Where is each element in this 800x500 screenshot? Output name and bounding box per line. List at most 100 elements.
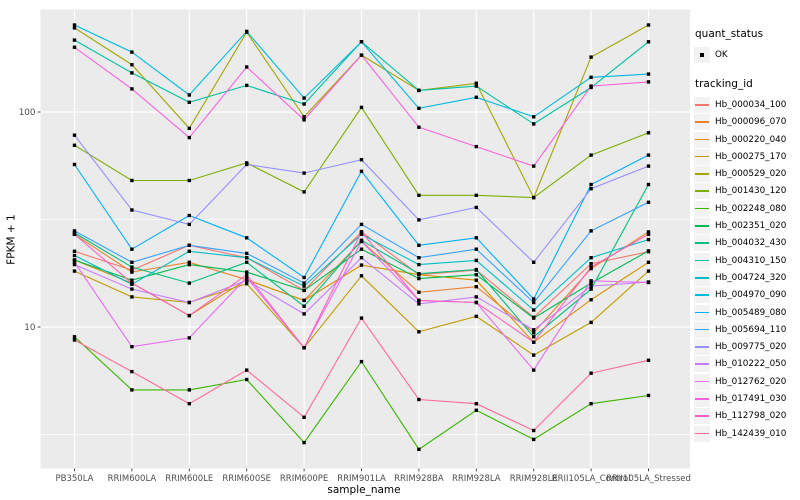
legend-key-line-icon bbox=[694, 148, 710, 165]
data-point bbox=[474, 84, 478, 88]
data-point bbox=[187, 281, 191, 285]
data-point bbox=[646, 153, 651, 157]
legend-key-line-icon bbox=[694, 408, 710, 425]
legend-entry-Hb_000034_100: Hb_000034_100 bbox=[694, 96, 800, 113]
y-tick-label: 10 bbox=[24, 323, 36, 333]
series-points-Hb_009775_020 bbox=[72, 133, 651, 264]
x-tick-label: RRIM600SE bbox=[222, 474, 271, 484]
data-point bbox=[72, 260, 77, 264]
data-point bbox=[532, 195, 536, 200]
legend-key-line-icon bbox=[694, 287, 710, 304]
legend-entry-label: Hb_000034_100 bbox=[715, 99, 787, 110]
data-point bbox=[417, 298, 421, 303]
data-point bbox=[72, 253, 77, 258]
data-point bbox=[646, 232, 651, 236]
x-tick-label: RRIM928LA bbox=[452, 474, 501, 484]
data-point bbox=[245, 29, 249, 34]
series-points-Hb_004970_090 bbox=[72, 23, 651, 119]
data-point bbox=[417, 193, 421, 197]
data-point bbox=[589, 75, 593, 79]
data-point bbox=[417, 302, 421, 306]
x-tick-label: RRII105LA_Control bbox=[552, 474, 631, 484]
data-point bbox=[646, 280, 651, 285]
data-point bbox=[589, 298, 593, 302]
data-point bbox=[474, 258, 478, 263]
legend-key-line-icon bbox=[694, 200, 710, 217]
legend-entries: Hb_000034_100 Hb_000096_070 Hb_000220_040 H… bbox=[694, 96, 800, 442]
data-point bbox=[589, 229, 593, 233]
data-point bbox=[130, 270, 134, 274]
data-point bbox=[532, 308, 536, 312]
data-point bbox=[589, 84, 593, 88]
data-point bbox=[474, 81, 478, 85]
legend-entry-Hb_005489_080: Hb_005489_080 bbox=[694, 304, 800, 321]
data-point bbox=[130, 178, 134, 183]
x-tick-label: PB350LA bbox=[56, 474, 94, 484]
series-points-Hb_142439_010 bbox=[72, 316, 651, 433]
x-tick-label: RRIM901LA bbox=[337, 474, 386, 484]
legend-entry-Hb_000529_020: Hb_000529_020 bbox=[694, 165, 800, 183]
data-point bbox=[302, 298, 306, 303]
data-point bbox=[646, 269, 651, 273]
data-point bbox=[187, 178, 191, 183]
data-point bbox=[187, 222, 191, 227]
data-point bbox=[474, 285, 478, 289]
data-point bbox=[532, 300, 536, 305]
legend-entry-Hb_017491_030: Hb_017491_030 bbox=[694, 390, 800, 407]
data-point bbox=[532, 428, 536, 433]
legend-entry-Hb_012762_020: Hb_012762_020 bbox=[694, 373, 800, 390]
x-tick-label: RRIM928LE bbox=[510, 474, 558, 484]
data-point bbox=[302, 115, 306, 119]
data-point bbox=[646, 358, 651, 362]
x-tick-label: RRIM600PE bbox=[280, 474, 328, 484]
data-point bbox=[589, 153, 593, 157]
data-point bbox=[532, 328, 536, 332]
data-point bbox=[72, 133, 77, 137]
data-point bbox=[474, 402, 478, 406]
data-point bbox=[302, 275, 306, 280]
data-point bbox=[302, 102, 306, 106]
legend-entry-label: Hb_112798_020 bbox=[715, 411, 787, 422]
data-point bbox=[130, 71, 134, 75]
legend-entry-Hb_010222_050: Hb_010222_050 bbox=[694, 356, 800, 373]
data-point bbox=[72, 262, 77, 267]
data-point bbox=[187, 213, 191, 218]
data-point bbox=[474, 236, 478, 240]
data-point bbox=[532, 164, 536, 168]
data-point bbox=[130, 87, 134, 91]
data-point bbox=[302, 312, 306, 316]
legend-entry-label: Hb_000275_170 bbox=[715, 151, 787, 162]
data-point bbox=[302, 190, 306, 194]
data-point bbox=[417, 88, 421, 93]
data-point bbox=[359, 263, 364, 267]
legend-key-line-icon bbox=[694, 96, 710, 113]
legend-entry-label: Hb_017491_030 bbox=[715, 393, 787, 404]
data-point bbox=[187, 135, 191, 140]
legend-entry-label: Hb_142439_010 bbox=[715, 428, 787, 439]
legend-item-ok: OK bbox=[694, 46, 800, 63]
data-point bbox=[245, 251, 249, 256]
data-point bbox=[474, 295, 478, 299]
data-point bbox=[532, 122, 536, 126]
legend-entry-Hb_000096_070: Hb_000096_070 bbox=[694, 114, 800, 131]
ok-marker-icon bbox=[694, 46, 710, 63]
data-point bbox=[417, 330, 421, 334]
data-point bbox=[302, 171, 306, 175]
data-point bbox=[359, 40, 364, 44]
data-point bbox=[417, 218, 421, 222]
legend-entry-label: Hb_004310_150 bbox=[715, 255, 787, 266]
data-point bbox=[417, 290, 421, 294]
data-point bbox=[532, 115, 536, 119]
data-point bbox=[187, 126, 191, 130]
data-point bbox=[130, 260, 134, 264]
data-point bbox=[589, 284, 593, 288]
legend-key-line-icon bbox=[694, 425, 710, 442]
data-point bbox=[646, 23, 651, 27]
legend-key-line-icon bbox=[694, 269, 710, 286]
legend-quant-status-title: quant_status bbox=[695, 28, 764, 40]
series-points-Hb_005694_110 bbox=[72, 200, 651, 305]
data-point bbox=[474, 193, 478, 197]
data-point bbox=[130, 268, 134, 272]
data-point bbox=[532, 353, 536, 357]
data-point bbox=[302, 96, 306, 100]
